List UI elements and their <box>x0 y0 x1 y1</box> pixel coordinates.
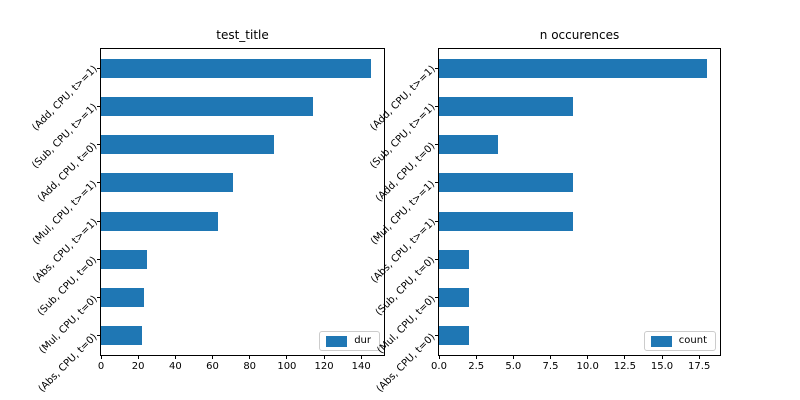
y-tick <box>97 105 101 107</box>
x-tick-label: 15.0 <box>650 361 674 372</box>
bar <box>101 96 313 116</box>
chart-title: n occurences <box>539 28 620 42</box>
legend-label: count <box>678 335 707 346</box>
x-tick-label: 40 <box>168 361 182 372</box>
y-tick <box>435 220 439 222</box>
legend: count <box>643 331 716 351</box>
x-tick <box>323 355 325 359</box>
y-tick <box>435 335 439 337</box>
x-tick-label: 12.5 <box>613 361 636 372</box>
x-tick <box>360 355 362 359</box>
x-tick-label: 10.0 <box>576 361 599 372</box>
y-tick-label: (Add, CPU, t>=1) <box>30 63 100 134</box>
x-tick-label: 7.5 <box>542 361 559 372</box>
bar <box>101 58 371 78</box>
bar <box>101 173 233 193</box>
x-tick <box>174 355 176 359</box>
bar <box>439 326 469 346</box>
y-tick <box>435 182 439 184</box>
x-tick <box>212 355 214 359</box>
y-tick <box>97 220 101 222</box>
bar <box>439 288 469 308</box>
y-tick <box>435 105 439 107</box>
x-tick <box>286 355 288 359</box>
legend-swatch-icon <box>326 335 348 347</box>
legend-swatch-icon <box>650 335 672 347</box>
x-tick-label: 20 <box>131 361 145 372</box>
x-tick-label: 17.5 <box>688 361 711 372</box>
bar <box>101 211 219 231</box>
x-tick-label: 60 <box>206 361 219 372</box>
bar <box>439 135 499 155</box>
x-tick <box>100 355 102 359</box>
y-tick <box>435 297 439 299</box>
bar <box>101 288 144 308</box>
x-tick <box>249 355 251 359</box>
x-tick-label: 2.5 <box>468 361 485 372</box>
x-tick <box>512 355 514 359</box>
y-tick <box>97 297 101 299</box>
x-tick <box>438 355 440 359</box>
x-tick <box>550 355 551 359</box>
chart-dur: test_title dur (Add, CPU, t>=1) (Sub, CPU… <box>30 29 385 395</box>
x-tick <box>661 355 663 359</box>
x-tick-label: 140 <box>351 361 371 372</box>
y-tick <box>97 67 101 69</box>
bar <box>439 211 573 231</box>
x-tick-label: 5.0 <box>505 361 522 372</box>
y-tick <box>435 67 439 69</box>
bar <box>101 135 274 155</box>
x-tick <box>624 355 626 359</box>
x-tick <box>587 355 589 359</box>
y-tick-label: (Sub, CPU, t>=1) <box>30 102 100 172</box>
y-tick <box>97 144 101 146</box>
bar <box>439 58 707 78</box>
x-tick-label: 120 <box>314 361 334 372</box>
legend-label: dur <box>354 335 371 346</box>
y-tick <box>435 144 439 146</box>
bar <box>439 96 573 116</box>
chart-count: n occurences count (Add, CPU, t>=1) (Sub,… <box>368 29 721 395</box>
y-tick <box>435 258 439 260</box>
x-tick-label: 100 <box>277 361 297 372</box>
y-tick <box>97 258 101 260</box>
x-tick <box>475 355 477 359</box>
y-tick <box>97 335 101 337</box>
bar <box>101 326 142 346</box>
x-tick-label: 0 <box>97 361 105 372</box>
bar <box>439 249 469 269</box>
x-tick-label: 0.0 <box>431 361 447 372</box>
bar <box>439 173 573 193</box>
chart-title: test_title <box>216 28 269 42</box>
y-tick <box>97 182 101 184</box>
legend: dur <box>319 331 380 351</box>
x-tick <box>698 355 700 359</box>
bar <box>101 249 148 269</box>
x-tick <box>137 355 139 359</box>
x-tick-label: 80 <box>243 361 257 372</box>
